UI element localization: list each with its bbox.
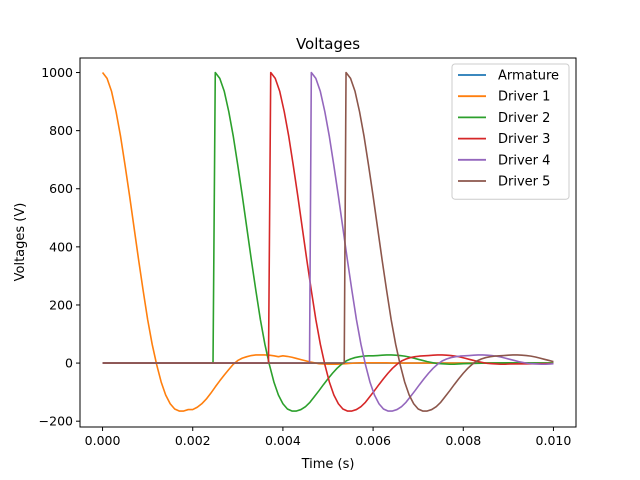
legend-label: Driver 4 xyxy=(498,153,550,168)
series-line-driver-5 xyxy=(102,71,554,412)
y-axis-label: Voltages (V) xyxy=(13,203,28,282)
x-axis-ticks: 0.000 0.002 0.004 0.006 0.008 0.010 xyxy=(85,427,572,448)
legend-label: Driver 3 xyxy=(498,132,550,147)
y-tick-label: 400 xyxy=(49,239,73,254)
y-tick-label: 1000 xyxy=(41,65,73,80)
x-tick-label: 0.006 xyxy=(355,433,391,448)
y-tick-label: 600 xyxy=(49,181,73,196)
series-line-driver-2 xyxy=(102,71,554,412)
plot-lines xyxy=(101,71,554,412)
legend-label: Driver 2 xyxy=(498,111,550,126)
legend: Armature Driver 1 Driver 2 Driver 3 Driver 4… xyxy=(451,63,570,200)
legend-box xyxy=(451,63,570,200)
x-tick-label: 0.010 xyxy=(536,433,572,448)
series-line-driver-3 xyxy=(102,71,554,412)
legend-label: Armature xyxy=(498,69,559,84)
y-axis-ticks: −200 0 200 400 600 800 1000 xyxy=(39,65,80,429)
y-tick-label: 200 xyxy=(49,297,73,312)
x-axis-label: Time (s) xyxy=(301,457,355,472)
plot-frame xyxy=(79,57,577,428)
legend-label: Driver 1 xyxy=(498,90,550,105)
x-tick-label: 0.008 xyxy=(445,433,481,448)
y-tick-label: 800 xyxy=(49,123,73,138)
y-tick-label: 0 xyxy=(65,356,73,371)
x-tick-label: 0.004 xyxy=(265,433,301,448)
x-tick-label: 0.000 xyxy=(85,433,121,448)
chart-title: Voltages xyxy=(296,35,360,53)
y-tick-label: −200 xyxy=(39,414,73,429)
legend-label: Driver 5 xyxy=(498,175,550,190)
x-tick-label: 0.002 xyxy=(175,433,211,448)
